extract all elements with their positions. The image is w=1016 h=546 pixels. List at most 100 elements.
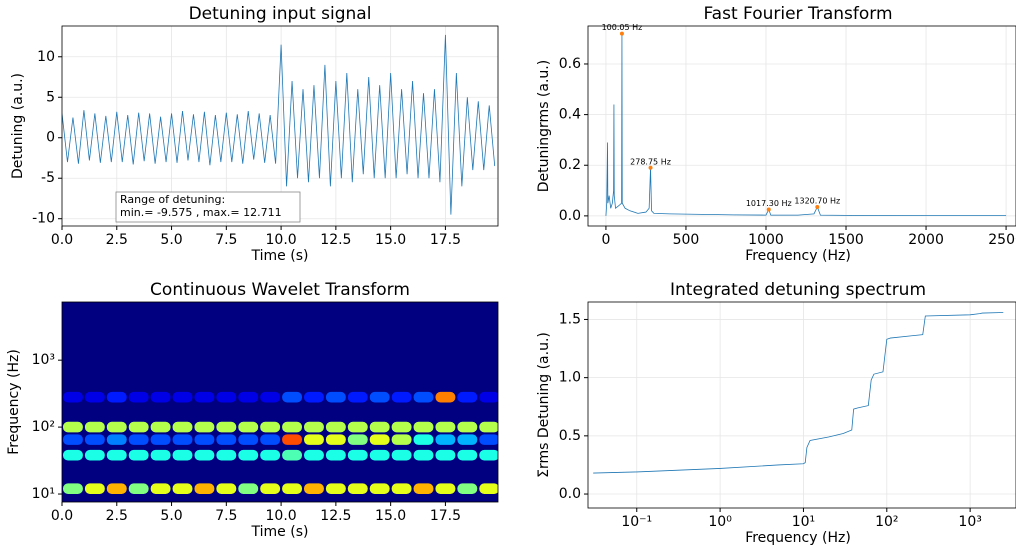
x-tick-label: 10.0 [266,508,297,524]
heatmap-cell [347,391,368,403]
y-axis-label: Frequency (Hz) [6,349,22,455]
heatmap-cell [216,434,237,445]
heatmap-cell [347,449,368,461]
x-tick-label: 17.5 [430,508,461,524]
heatmap-cell [413,421,434,433]
y-tick-label: 0 [46,130,55,146]
heatmap-cell [391,391,412,403]
heatmap-cell [260,391,281,403]
x-tick-label: 5.0 [160,232,182,248]
heatmap-cell [216,449,237,461]
y-tick-label: 0.6 [559,56,581,72]
heatmap-cell [369,449,390,461]
heatmap-cell [282,391,303,403]
heatmap-cell [84,483,105,495]
axes-frame [61,301,499,503]
heatmap-cell [304,449,324,461]
heatmap-cell [260,421,281,433]
heatmap-cell [457,483,478,495]
y-tick-label: -5 [41,170,55,186]
heatmap-cell [238,449,259,461]
chart-title: Detuning input signal [189,4,372,24]
x-tick-label: 10² [875,514,898,530]
heatmap-cell [391,421,412,433]
heatmap-cell [238,421,259,433]
peak-label: 278.75 Hz [630,157,671,166]
heatmap-cell [435,483,456,495]
heatmap-cell [282,421,303,433]
y-tick-label: 10² [32,419,55,435]
heatmap-cell [150,449,171,461]
heatmap-cell [216,421,237,433]
x-axis-label: Frequency (Hz) [745,248,851,264]
annotation-box [115,191,301,223]
heatmap-cell [106,449,127,461]
y-tick-label: 10¹ [32,486,55,502]
heatmap-cell [150,483,171,495]
heatmap-cell [128,449,149,461]
heatmap-cell [260,434,281,445]
y-tick-label: 10³ [32,352,55,368]
heatmap-cell [479,391,498,403]
x-axis-label: Time (s) [251,524,309,540]
heatmap-cell [106,483,127,495]
x-tick-label: 5.0 [160,508,182,524]
x-tick-label: 2.5 [106,232,128,248]
x-tick-label: 7.5 [215,508,237,524]
heatmap-cell [260,449,281,461]
x-tick-label: 1500 [828,232,864,248]
heatmap-cell [304,391,324,403]
y-tick-label: 0.2 [559,157,581,173]
y-tick-label: 5 [46,89,55,105]
heatmap-cell [150,391,171,403]
heatmap-cell [435,421,456,433]
y-axis-label: Σrms Detuning (a.u.) [536,332,552,478]
heatmap-cell [413,449,434,461]
plot-area [62,302,498,502]
heatmap-cell [457,391,478,403]
axes-frame [587,301,1016,509]
heatmap-cell [216,483,237,495]
heatmap-cell [84,421,105,433]
heatmap-cell [84,434,105,445]
x-tick-label: 1000 [748,232,784,248]
heatmap-cell [260,483,281,495]
heatmap-cell [128,483,149,495]
plot-area [588,302,1016,508]
heatmap-cell [369,421,390,433]
heatmap-cell [106,391,127,403]
y-tick-label: 0.5 [559,428,581,444]
heatmap-cell [84,391,105,403]
heatmap-cell [63,483,83,495]
x-tick-label: 12.5 [320,232,351,248]
y-tick-label: 0.0 [559,208,581,224]
heatmap-cell [282,449,303,461]
heatmap-cell [128,434,149,445]
heatmap-cell [347,434,368,445]
plot-area [62,26,498,226]
annotation-text: Range of detuning: [120,193,225,206]
heatmap-cell [63,421,83,433]
heatmap-cell [391,449,412,461]
heatmap-cell [391,483,412,495]
heatmap-cell [391,434,412,445]
heatmap-cell [128,421,149,433]
heatmap-cell [194,421,215,433]
heatmap-cell [238,391,259,403]
heatmap-cell [435,449,456,461]
heatmap-cell [457,434,478,445]
heatmap-cell [63,434,83,445]
x-tick-label: 500 [673,232,700,248]
axes-frame [61,25,499,227]
x-tick-label: 17.5 [430,232,461,248]
heatmap-cell [304,483,324,495]
x-tick-label: 10⁰ [708,514,732,530]
peak-label: 1320.70 Hz [794,197,840,206]
y-axis-label: Detuning (a.u.) [10,73,26,179]
heatmap-cell [194,434,215,445]
chart-title: Fast Fourier Transform [703,4,892,24]
y-tick-label: 10 [37,49,55,65]
heatmap-cell [413,483,434,495]
data-line [605,33,1007,217]
